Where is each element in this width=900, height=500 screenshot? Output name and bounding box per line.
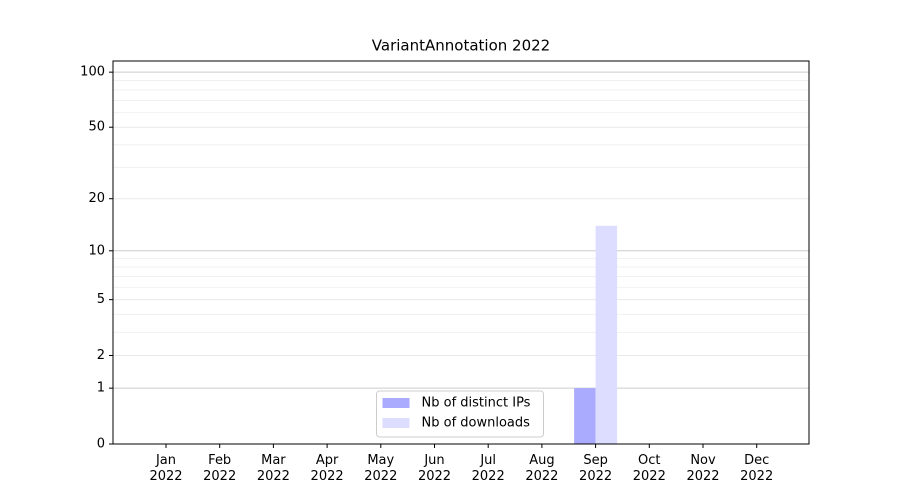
x-tick-label: May 2022 xyxy=(364,453,398,484)
legend-swatch xyxy=(382,418,410,428)
bar xyxy=(595,225,618,444)
y-tick-label: 10 xyxy=(88,243,105,258)
y-tick-label: 0 xyxy=(97,437,105,452)
x-tick-label: Sep 2022 xyxy=(579,453,613,484)
chart-title: VariantAnnotation 2022 xyxy=(372,37,550,55)
x-tick-label: Apr 2022 xyxy=(310,453,344,484)
y-tick-label: 1 xyxy=(97,381,105,396)
legend-label: Nb of downloads xyxy=(422,416,531,431)
y-tick-label: 2 xyxy=(97,348,105,363)
legend-swatch xyxy=(382,398,410,408)
y-tick-label: 5 xyxy=(97,292,105,307)
y-tick-label: 50 xyxy=(88,120,105,135)
y-tick-label: 20 xyxy=(88,191,105,206)
x-tick-label: Nov 2022 xyxy=(686,453,720,484)
bar xyxy=(574,388,596,444)
plot-frame xyxy=(112,60,810,445)
legend-box xyxy=(376,390,544,438)
x-tick-label: Jan 2022 xyxy=(149,453,183,484)
x-tick-label: Mar 2022 xyxy=(256,453,290,484)
legend-label: Nb of distinct IPs xyxy=(422,396,531,411)
x-tick-label: Aug 2022 xyxy=(525,453,559,484)
x-tick-label: Oct 2022 xyxy=(632,453,666,484)
y-tick-label: 100 xyxy=(80,65,105,80)
x-tick-label: Feb 2022 xyxy=(203,453,237,484)
x-tick-label: Jul 2022 xyxy=(471,453,505,484)
x-tick-label: Jun 2022 xyxy=(417,453,452,484)
x-tick-label: Dec 2022 xyxy=(740,453,774,484)
